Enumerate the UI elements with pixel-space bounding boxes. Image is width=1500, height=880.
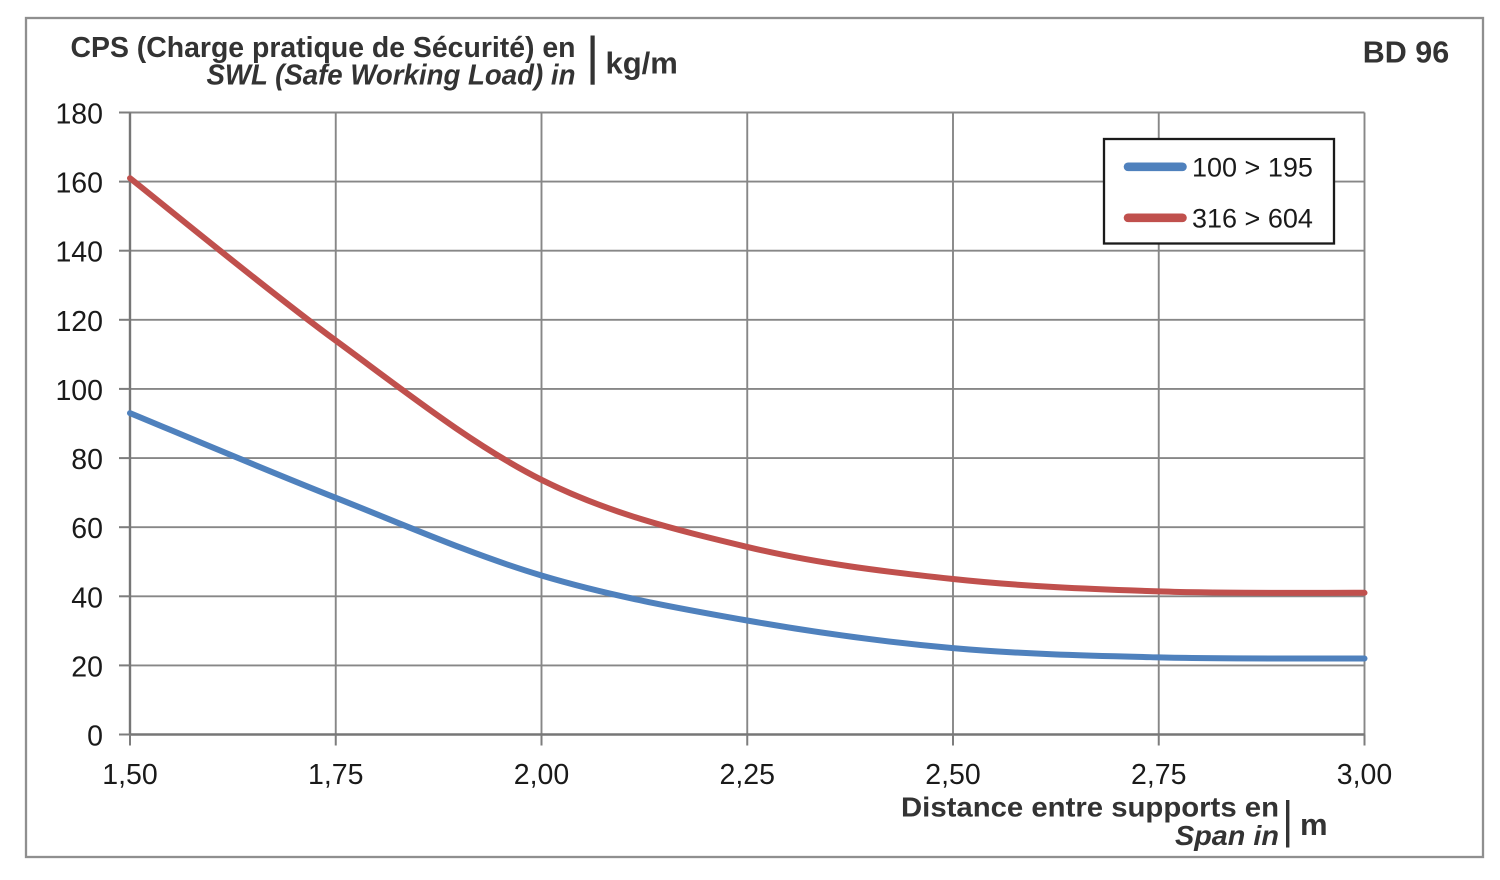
svg-text:120: 120: [55, 306, 103, 338]
svg-text:CPS (Charge pratique de Sécuri: CPS (Charge pratique de Sécurité) en: [71, 32, 576, 64]
svg-text:Distance entre supports en: Distance entre supports en: [901, 792, 1279, 823]
svg-text:100: 100: [55, 375, 103, 407]
svg-text:140: 140: [55, 237, 103, 269]
svg-text:2,25: 2,25: [720, 759, 775, 791]
svg-text:316 > 604: 316 > 604: [1192, 204, 1313, 234]
svg-text:2,00: 2,00: [514, 759, 569, 791]
svg-text:160: 160: [55, 168, 103, 200]
svg-text:2,75: 2,75: [1131, 759, 1186, 791]
svg-text:100 > 195: 100 > 195: [1192, 153, 1313, 183]
svg-text:2,50: 2,50: [925, 759, 980, 791]
svg-text:m: m: [1300, 807, 1328, 842]
svg-text:80: 80: [71, 444, 103, 476]
svg-text:40: 40: [71, 582, 103, 614]
svg-text:1,50: 1,50: [102, 759, 157, 791]
svg-text:60: 60: [71, 513, 103, 545]
svg-text:3,00: 3,00: [1337, 759, 1392, 791]
svg-text:Span in: Span in: [1175, 820, 1279, 851]
svg-text:kg/m: kg/m: [606, 46, 678, 81]
svg-text:1,75: 1,75: [308, 759, 363, 791]
svg-text:20: 20: [71, 651, 103, 683]
svg-text:180: 180: [55, 99, 103, 131]
svg-text:SWL (Safe Working Load) in: SWL (Safe Working Load) in: [207, 60, 576, 92]
svg-text:0: 0: [87, 721, 103, 753]
svg-text:BD 96: BD 96: [1363, 36, 1449, 70]
